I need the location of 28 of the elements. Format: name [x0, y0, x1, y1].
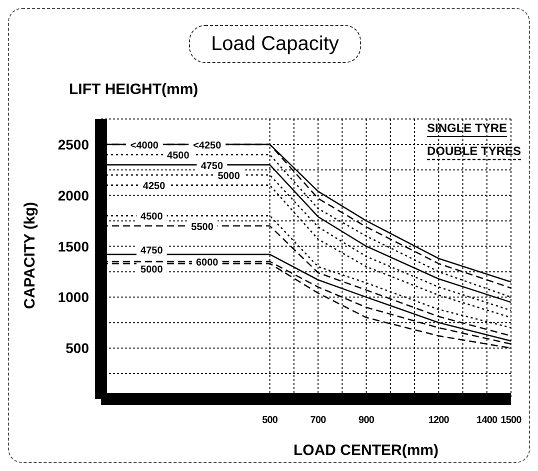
y-tick-label: 2500 — [58, 136, 90, 152]
y-tick-label: 1000 — [58, 289, 90, 306]
annotation: 5500 — [191, 222, 214, 233]
x-tick-label: 1500 — [500, 415, 522, 426]
y-tick-label: 1500 — [58, 238, 90, 254]
x-tick-label: 700 — [310, 415, 327, 426]
annotation: DOUBLE TYRES — [427, 144, 522, 158]
annotation: SINGLE TYRE — [427, 121, 508, 135]
annotation: 4250 — [142, 181, 166, 192]
text: LIFT HEIGHT(mm) — [69, 81, 198, 98]
annotation: 6000 — [196, 258, 219, 269]
x-axis-title: LOAD CENTER(mm) — [294, 442, 438, 459]
y-axis-title: CAPACITY (kg) — [21, 202, 38, 309]
x-tick-label: 1400 — [476, 415, 498, 426]
annotation: 4750 — [140, 245, 164, 256]
annotation: 5000 — [218, 171, 240, 182]
chart-title: Load Capacity — [189, 25, 361, 63]
annotation: 4750 — [200, 160, 224, 172]
annotation: 4500 — [167, 150, 190, 162]
annotation: 4500 — [140, 212, 164, 223]
y-tick-label: 2000 — [58, 187, 90, 204]
annotation: 5000 — [140, 264, 164, 276]
x-tick-label: 900 — [358, 415, 375, 426]
x-tick-label: 500 — [262, 415, 278, 426]
x-tick-label: 1200 — [428, 415, 450, 426]
annotation: <4250 — [193, 140, 222, 152]
annotation: <4000 — [130, 140, 159, 152]
y-tick-label: 500 — [66, 340, 90, 356]
